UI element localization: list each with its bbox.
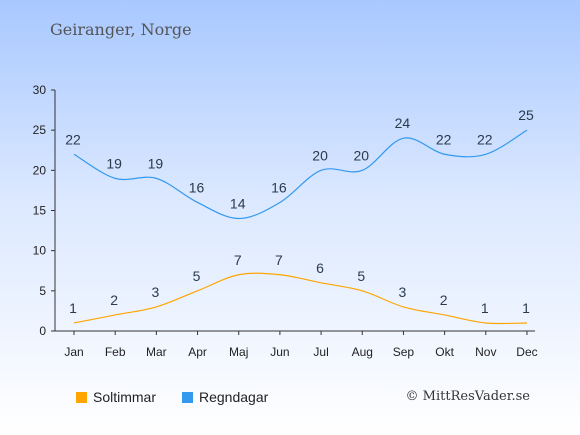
x-tick-label: Jan <box>64 345 83 359</box>
rain-data-label: 20 <box>312 147 328 163</box>
legend-item-rain: Regndagar <box>182 389 268 405</box>
rain-data-label: 14 <box>230 196 246 212</box>
rain-data-label: 20 <box>353 147 369 163</box>
rain-data-label: 22 <box>65 131 81 147</box>
sun-data-label: 6 <box>316 260 324 276</box>
x-tick-label: Sep <box>393 345 415 359</box>
rain-data-label: 25 <box>518 107 534 123</box>
sun-data-label: 1 <box>481 300 489 316</box>
x-tick-label: Okt <box>435 345 454 359</box>
x-tick-label: Apr <box>188 345 207 359</box>
sun-data-label: 3 <box>151 284 159 300</box>
legend-label-rain: Regndagar <box>199 389 269 405</box>
rain-data-label: 22 <box>436 131 452 147</box>
x-tick-label: Nov <box>475 345 496 359</box>
sun-data-label: 1 <box>522 300 530 316</box>
rain-data-label: 16 <box>271 179 287 195</box>
sun-data-label: 7 <box>275 252 283 268</box>
rain-data-label: 22 <box>477 131 493 147</box>
x-tick-label: Feb <box>105 345 126 359</box>
chart-title: Geiranger, Norge <box>50 20 192 39</box>
sun-data-label: 5 <box>193 268 201 284</box>
sun-data-label: 7 <box>234 252 242 268</box>
y-tick-label: 25 <box>33 123 47 137</box>
sun-data-label: 3 <box>399 284 407 300</box>
sun-data-label: 1 <box>69 300 77 316</box>
y-tick-label: 30 <box>33 83 47 97</box>
y-tick-label: 20 <box>33 163 47 177</box>
credit-text: © MittResVader.se <box>405 389 530 404</box>
legend-swatch-rain <box>182 391 193 403</box>
sun-data-label: 5 <box>357 268 365 284</box>
x-tick-label: Jun <box>270 345 289 359</box>
x-tick-label: Maj <box>229 345 248 359</box>
legend-label-sun: Soltimmar <box>93 389 157 405</box>
legend-item-sun: Soltimmar <box>76 389 156 405</box>
rain-data-label: 16 <box>189 179 205 195</box>
rain-data-label: 24 <box>395 115 411 131</box>
sun-data-label: 2 <box>440 292 448 308</box>
sun-data-label: 2 <box>110 292 118 308</box>
x-tick-label: Mar <box>146 345 167 359</box>
rain-data-label: 19 <box>106 155 122 171</box>
x-tick-label: Jul <box>313 345 328 359</box>
y-tick-label: 15 <box>33 204 47 218</box>
x-tick-label: Dec <box>516 345 537 359</box>
legend-swatch-sun <box>76 391 87 403</box>
rain-series-line <box>73 129 528 220</box>
x-tick-label: Aug <box>352 345 373 359</box>
y-tick-label: 5 <box>39 284 46 298</box>
y-tick-label: 0 <box>39 324 46 338</box>
rain-data-label: 19 <box>148 155 164 171</box>
y-tick-label: 10 <box>33 244 47 258</box>
sun-series-line <box>73 272 527 325</box>
